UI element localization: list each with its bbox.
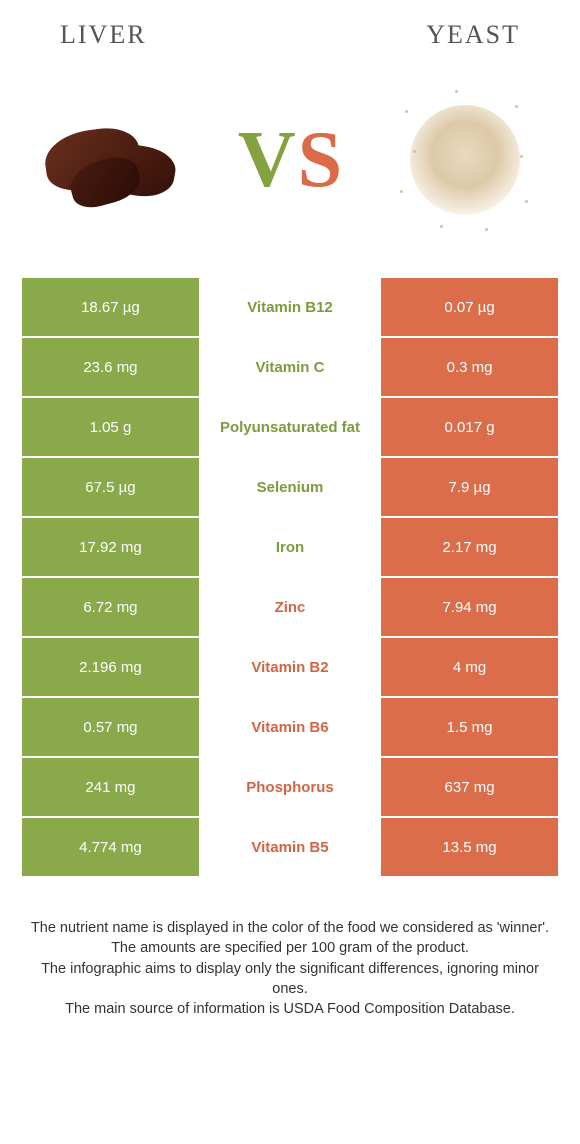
nutrient-label: Zinc [199, 578, 381, 638]
footer-line-4: The main source of information is USDA F… [30, 999, 550, 1019]
nutrient-label: Phosphorus [199, 758, 381, 818]
right-value: 7.9 µg [381, 458, 558, 518]
left-value: 67.5 µg [22, 458, 199, 518]
right-value: 7.94 mg [381, 578, 558, 638]
left-value: 23.6 mg [22, 338, 199, 398]
vs-s-letter: S [298, 115, 343, 206]
vs-v-letter: V [238, 115, 296, 206]
nutrient-label: Vitamin B5 [199, 818, 381, 878]
footer-line-1: The nutrient name is displayed in the co… [30, 918, 550, 938]
right-value: 4 mg [381, 638, 558, 698]
left-value: 6.72 mg [22, 578, 199, 638]
table-row: 4.774 mgVitamin B513.5 mg [22, 818, 558, 878]
nutrient-label: Vitamin B12 [199, 278, 381, 338]
nutrient-label: Vitamin C [199, 338, 381, 398]
table-row: 241 mgPhosphorus637 mg [22, 758, 558, 818]
nutrient-label: Polyunsaturated fat [199, 398, 381, 458]
header: Liver Yeast [0, 0, 580, 60]
right-value: 1.5 mg [381, 698, 558, 758]
nutrient-label: Vitamin B2 [199, 638, 381, 698]
table-row: 2.196 mgVitamin B24 mg [22, 638, 558, 698]
table-row: 23.6 mgVitamin C0.3 mg [22, 338, 558, 398]
left-value: 18.67 µg [22, 278, 199, 338]
table-row: 6.72 mgZinc7.94 mg [22, 578, 558, 638]
yeast-image [370, 80, 560, 240]
left-value: 241 mg [22, 758, 199, 818]
left-value: 2.196 mg [22, 638, 199, 698]
right-value: 0.3 mg [381, 338, 558, 398]
table-row: 17.92 mgIron2.17 mg [22, 518, 558, 578]
liver-image [20, 80, 210, 240]
comparison-table: 18.67 µgVitamin B120.07 µg23.6 mgVitamin… [22, 278, 558, 878]
right-value: 13.5 mg [381, 818, 558, 878]
nutrient-label: Iron [199, 518, 381, 578]
table-row: 0.57 mgVitamin B61.5 mg [22, 698, 558, 758]
left-value: 0.57 mg [22, 698, 199, 758]
table-row: 18.67 µgVitamin B120.07 µg [22, 278, 558, 338]
right-value: 637 mg [381, 758, 558, 818]
footer-line-2: The amounts are specified per 100 gram o… [30, 938, 550, 958]
left-value: 4.774 mg [22, 818, 199, 878]
right-value: 0.07 µg [381, 278, 558, 338]
left-value: 17.92 mg [22, 518, 199, 578]
nutrient-label: Selenium [199, 458, 381, 518]
images-row: VS [0, 60, 580, 270]
left-food-title: Liver [60, 20, 147, 50]
nutrient-label: Vitamin B6 [199, 698, 381, 758]
vs-label: VS [238, 115, 342, 206]
table-row: 1.05 gPolyunsaturated fat0.017 g [22, 398, 558, 458]
table-row: 67.5 µgSelenium7.9 µg [22, 458, 558, 518]
footer-line-3: The infographic aims to display only the… [30, 959, 550, 1000]
footer-notes: The nutrient name is displayed in the co… [30, 918, 550, 1019]
right-value: 0.017 g [381, 398, 558, 458]
left-value: 1.05 g [22, 398, 199, 458]
right-value: 2.17 mg [381, 518, 558, 578]
right-food-title: Yeast [426, 20, 520, 50]
